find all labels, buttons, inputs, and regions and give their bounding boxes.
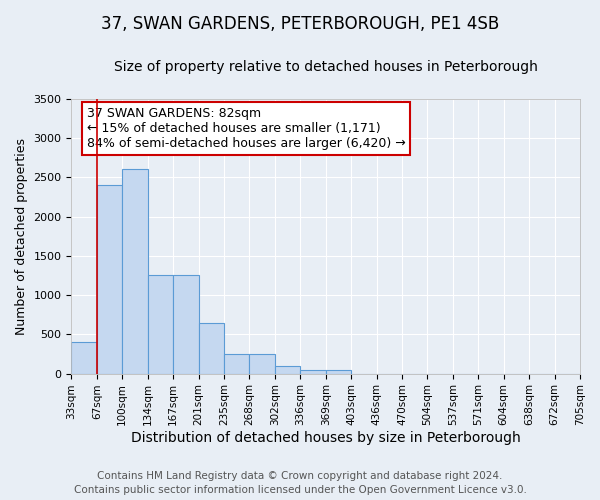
Y-axis label: Number of detached properties: Number of detached properties [15, 138, 28, 334]
Title: Size of property relative to detached houses in Peterborough: Size of property relative to detached ho… [114, 60, 538, 74]
Bar [97, 185, 122, 374]
Bar [122, 170, 148, 374]
Bar [173, 276, 199, 374]
Bar [148, 276, 173, 374]
Bar [199, 322, 224, 374]
Text: Contains HM Land Registry data © Crown copyright and database right 2024.
Contai: Contains HM Land Registry data © Crown c… [74, 471, 526, 495]
Bar [326, 370, 351, 374]
Text: 37, SWAN GARDENS, PETERBOROUGH, PE1 4SB: 37, SWAN GARDENS, PETERBOROUGH, PE1 4SB [101, 15, 499, 33]
Text: 37 SWAN GARDENS: 82sqm
← 15% of detached houses are smaller (1,171)
84% of semi-: 37 SWAN GARDENS: 82sqm ← 15% of detached… [86, 107, 406, 150]
Bar [300, 370, 326, 374]
Bar [71, 342, 97, 374]
Bar [275, 366, 300, 374]
Bar [224, 354, 250, 374]
X-axis label: Distribution of detached houses by size in Peterborough: Distribution of detached houses by size … [131, 431, 521, 445]
Bar [250, 354, 275, 374]
